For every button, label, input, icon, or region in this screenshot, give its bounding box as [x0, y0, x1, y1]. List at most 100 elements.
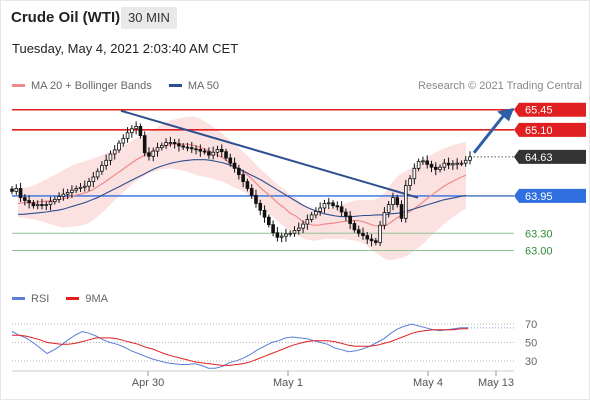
candle-body: [378, 224, 382, 243]
target-arrow-head: [497, 108, 514, 122]
candle-body: [232, 162, 237, 169]
candle-body: [382, 212, 387, 226]
candle-body: [348, 215, 352, 224]
legend-swatch-ma50: [168, 83, 182, 87]
candle-body: [23, 197, 27, 201]
candle-body: [138, 126, 143, 136]
candle-body: [181, 145, 186, 148]
candle-body: [147, 152, 151, 157]
x-tick-label: Apr 30: [132, 377, 164, 389]
candle-body: [408, 178, 412, 186]
candle-body: [468, 156, 472, 161]
candle-body: [198, 148, 203, 152]
candle-body: [10, 188, 14, 192]
candle-body: [301, 223, 305, 229]
x-tick-label: May 4: [413, 377, 443, 389]
candle-body: [211, 151, 215, 156]
candle-body: [433, 166, 438, 170]
candle-body: [391, 197, 395, 205]
candle-body: [87, 181, 91, 187]
candle-body: [207, 151, 211, 156]
candle-body: [14, 188, 19, 192]
candle-body: [284, 233, 288, 237]
candle-body: [314, 211, 318, 216]
x-axis: Apr 30 May 1 May 4 May 13: [12, 370, 514, 389]
level-tag-65-10-bg: [514, 122, 586, 137]
candle-body: [331, 202, 335, 207]
candle-body: [267, 216, 271, 226]
candle-body: [421, 160, 425, 163]
legend-swatch-bollinger: [12, 83, 25, 87]
candle-body: [352, 223, 357, 231]
candle-body: [18, 188, 23, 199]
candle-body: [78, 186, 83, 189]
candle-body: [249, 188, 254, 196]
level-tag-63-95-bg: [514, 188, 586, 203]
rsi-legend: RSI 9MA: [12, 293, 122, 305]
candle-body: [361, 232, 365, 236]
level-tag-65-45-bg: [514, 102, 586, 117]
candle-body: [356, 229, 361, 234]
candle-body: [275, 232, 280, 238]
candle-body: [412, 167, 417, 180]
candle-body: [339, 206, 344, 213]
timeframe-badge[interactable]: 30 MIN: [121, 7, 177, 29]
candle-body: [374, 240, 378, 243]
legend-item-9ma: 9MA: [66, 293, 108, 305]
candle-body: [160, 144, 164, 149]
legend-label-ma50: MA 50: [187, 80, 220, 92]
candle-body: [395, 197, 400, 205]
candle-body: [44, 204, 49, 206]
instrument-title: Crude Oil (WTI): [11, 9, 121, 26]
rsi-9ma-line: [12, 328, 468, 366]
legend-swatch-9ma: [66, 296, 80, 300]
candle-body: [318, 207, 322, 212]
legend-label-9ma: 9MA: [85, 293, 109, 305]
level-tag-65-10: 65.10: [525, 125, 553, 137]
candle-body: [194, 148, 198, 151]
candle-body: [228, 157, 233, 164]
candle-body: [219, 148, 224, 153]
candle-body: [121, 138, 126, 144]
candle-body: [48, 201, 53, 205]
legend-item-ma50: MA 50: [168, 80, 220, 92]
candle-body: [35, 204, 40, 207]
legend-label-bollinger: MA 20 + Bollinger Bands: [31, 80, 152, 92]
candle-body: [108, 153, 113, 161]
candle-body: [151, 150, 156, 157]
candle-body: [442, 162, 447, 168]
candle-body: [429, 163, 434, 168]
rsi-tick-30: 30: [525, 356, 537, 368]
candle-body: [309, 214, 314, 220]
copyright-text: Research © 2021 Trading Central: [417, 80, 582, 92]
candle-body: [104, 159, 108, 166]
level-tags-layer: 65.45 65.10 64.63 63.95 63.30 63.00: [514, 102, 586, 258]
candle-body: [130, 128, 134, 134]
level-lines-layer: [12, 108, 514, 252]
candle-body: [451, 163, 455, 166]
candle-body: [288, 232, 293, 235]
candle-body: [31, 202, 36, 207]
candle-body: [117, 142, 121, 151]
candle-body: [344, 211, 348, 217]
x-tick-label: May 13: [478, 377, 514, 389]
candle-body: [215, 148, 220, 153]
candle-body: [100, 165, 104, 172]
legend-label-rsi: RSI: [31, 293, 50, 305]
candle-body: [53, 198, 57, 203]
rsi-tick-50: 50: [525, 338, 537, 350]
level-tag-63-00: 63.00: [525, 246, 553, 258]
candle-body: [177, 143, 181, 147]
candle-body: [335, 205, 340, 208]
candle-body: [459, 162, 464, 165]
header: Crude Oil (WTI) 30 MIN: [0, 0, 590, 36]
candle-body: [185, 146, 190, 149]
level-tag-64-63: 64.63: [525, 152, 553, 164]
candle-body: [416, 161, 421, 169]
candle-body: [164, 142, 168, 146]
candle-body: [65, 192, 70, 195]
candle-body: [403, 185, 408, 219]
candle-body: [70, 189, 74, 193]
legend-swatch-rsi: [12, 296, 25, 300]
candle-body: [155, 147, 160, 152]
